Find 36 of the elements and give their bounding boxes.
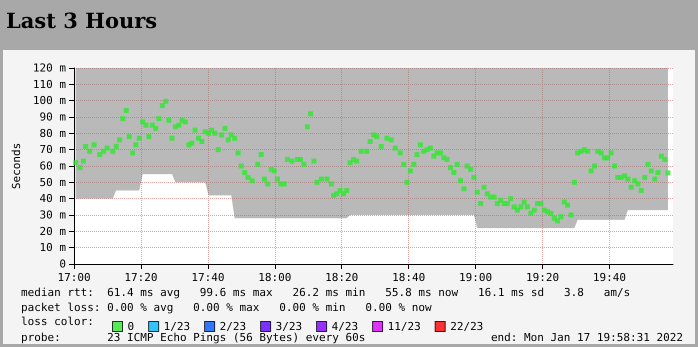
x-tick-label: 19:00 xyxy=(459,271,492,284)
y-tick-label: 60 m xyxy=(40,160,66,172)
text: end: Mon Jan 17 19:58:31 2022 xyxy=(490,331,683,344)
legend-title: loss color: xyxy=(21,315,94,328)
y-tick-label: 90 m xyxy=(40,110,66,124)
x-tick-label: 18:20 xyxy=(325,271,358,284)
y-tick-label: 10 m xyxy=(40,241,66,254)
x-tick-label: 19:40 xyxy=(592,271,626,284)
x-tick-label: 18:00 xyxy=(258,271,292,284)
y-tick-label: 80 m xyxy=(40,126,66,140)
y-tick-label: 70 m xyxy=(40,143,66,156)
x-tick-label: 18:40 xyxy=(392,271,426,284)
y-tick-label: 110 m xyxy=(32,78,66,91)
legend-label: 2/23 xyxy=(220,320,246,333)
x-tick-label: 19:20 xyxy=(526,271,560,284)
legend-label: 0 xyxy=(128,320,134,333)
y-tick-label: 0 xyxy=(59,258,66,270)
legend-label: 4/23 xyxy=(332,320,358,333)
y-tick-label: 30 m xyxy=(40,208,66,222)
text: packet loss: 0.00 % avg 0.00 % max 0.00 % min 0.00 % now xyxy=(21,301,432,314)
legend-label: 1/23 xyxy=(164,320,190,333)
legend-label: 11/23 xyxy=(388,320,421,333)
text: probe: 23 ICMP Echo Pings (56 Bytes) every 60s xyxy=(21,331,366,344)
y-tick-label: 50 m xyxy=(40,176,66,189)
y-tick-label: 20 m xyxy=(40,224,66,238)
legend-label: 22/23 xyxy=(450,320,484,333)
y-tick-label: 100 m xyxy=(32,94,66,108)
x-tick-label: 17:20 xyxy=(124,271,158,284)
y-tick-label: 40 m xyxy=(40,192,66,206)
text: median rtt: 61.4 ms avg 99.6 ms max 26.2 ms min 55.8 ms now 16.1 ms sd 3.8 am/s xyxy=(21,286,630,299)
y-axis-title: Seconds xyxy=(10,142,23,190)
y-tick-label: 120 m xyxy=(32,62,66,74)
legend-label: 3/23 xyxy=(276,320,302,333)
x-tick-label: 17:40 xyxy=(191,271,224,284)
x-tick-label: 17:00 xyxy=(57,271,91,284)
chart-title: Last 3 Hours xyxy=(6,8,158,33)
